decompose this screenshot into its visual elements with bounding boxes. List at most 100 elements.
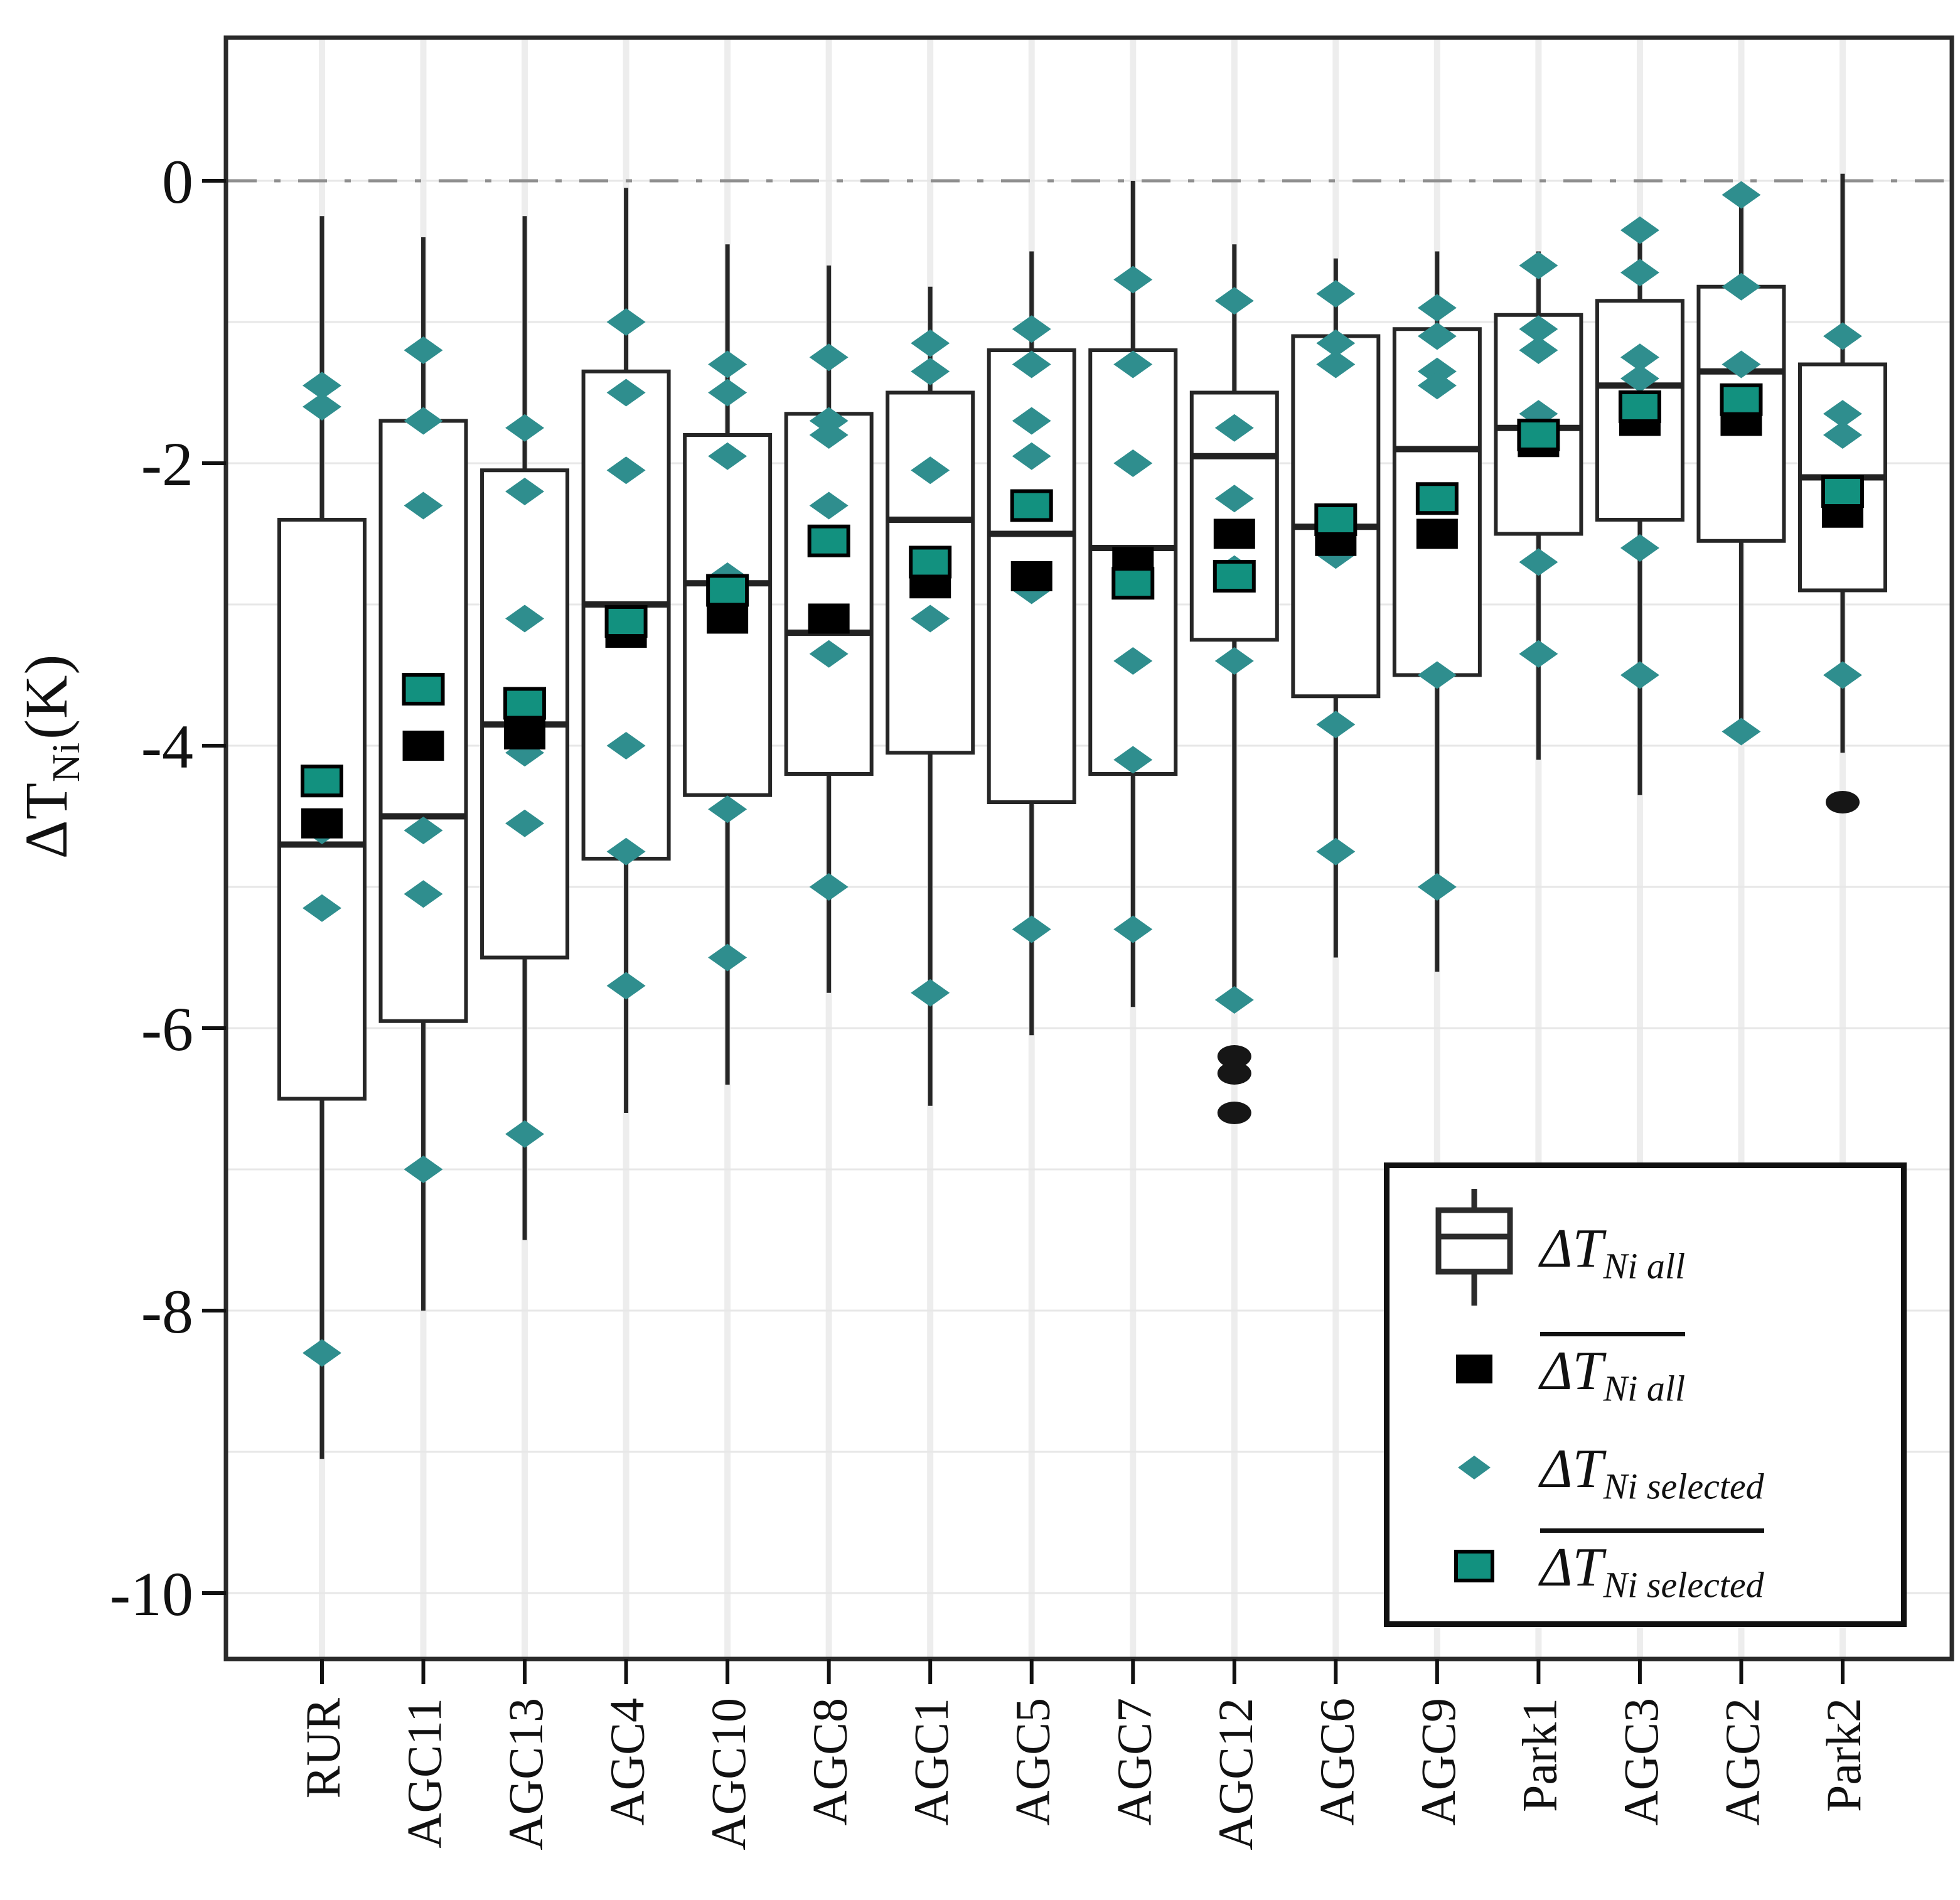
x-tick-label: AGC5 bbox=[1005, 1698, 1060, 1826]
selected-point-diamond bbox=[1113, 647, 1153, 675]
legend-item-box-all: ΔTNi all bbox=[1408, 1186, 1882, 1309]
teal-diamond-icon bbox=[1408, 1455, 1540, 1480]
boxplot-AGC3 bbox=[1595, 216, 1684, 795]
selected-point-diamond bbox=[404, 336, 443, 364]
mean-selected-square bbox=[301, 765, 343, 798]
teal-square-icon bbox=[1408, 1549, 1540, 1582]
mean-selected-square bbox=[1821, 475, 1864, 508]
selected-point-diamond bbox=[1012, 407, 1051, 435]
legend-label: ΔTNi all bbox=[1540, 1331, 1686, 1409]
selected-point-diamond bbox=[505, 478, 545, 505]
box bbox=[784, 412, 874, 776]
selected-point-diamond bbox=[1417, 322, 1457, 350]
selected-point-diamond bbox=[1113, 915, 1153, 943]
mean-selected-square bbox=[1720, 383, 1763, 416]
selected-point-diamond bbox=[1417, 372, 1457, 400]
boxplot-AGC4 bbox=[581, 188, 671, 1113]
selected-point-diamond bbox=[1722, 272, 1761, 301]
selected-point-diamond bbox=[606, 378, 646, 407]
y-axis-label-sub: Ni bbox=[45, 741, 88, 782]
selected-point-diamond bbox=[1722, 717, 1761, 746]
selected-point-diamond bbox=[1012, 442, 1051, 470]
selected-point-diamond bbox=[404, 491, 443, 520]
selected-point-diamond bbox=[1113, 350, 1153, 378]
legend-label-sub: Ni all bbox=[1603, 1368, 1686, 1409]
mean-selected-square bbox=[1618, 390, 1661, 423]
boxplot-AGC11 bbox=[378, 237, 468, 1311]
selected-point-diamond bbox=[505, 604, 545, 633]
selected-point-diamond bbox=[809, 407, 849, 435]
selected-point-diamond bbox=[1214, 647, 1254, 675]
y-tick-label: -2 bbox=[141, 429, 193, 499]
selected-point-diamond bbox=[1620, 661, 1659, 689]
selected-point-diamond bbox=[1012, 315, 1051, 343]
boxplot-glyph-icon bbox=[1408, 1186, 1540, 1309]
boxplot-AGC13 bbox=[480, 216, 570, 1240]
selected-point-diamond bbox=[505, 809, 545, 837]
boxplot-RUR bbox=[277, 216, 367, 1459]
selected-point-diamond bbox=[1316, 837, 1356, 866]
black-square-icon bbox=[1408, 1355, 1540, 1384]
selected-point-diamond bbox=[606, 732, 646, 759]
boxplot-AGC9 bbox=[1392, 251, 1482, 972]
mean-selected-square bbox=[1213, 560, 1256, 593]
selected-point-diamond bbox=[1012, 350, 1051, 378]
panel-border bbox=[223, 35, 1954, 1661]
outlier-point bbox=[1826, 791, 1860, 813]
boxplot-Park1 bbox=[1494, 251, 1583, 760]
mean-all-square bbox=[808, 603, 850, 634]
selected-point-diamond bbox=[809, 343, 849, 372]
selected-point-diamond bbox=[1316, 329, 1356, 357]
selected-point-diamond bbox=[708, 795, 747, 824]
selected-point-diamond bbox=[1823, 421, 1862, 449]
y-axis-label-base: ΔT bbox=[13, 781, 80, 859]
outlier-point bbox=[1217, 1102, 1251, 1124]
x-tick-label: AGC6 bbox=[1309, 1698, 1364, 1826]
selected-point-diamond bbox=[303, 393, 341, 421]
boxplot-AGC8 bbox=[784, 266, 874, 993]
mean-all-square bbox=[402, 731, 444, 761]
selected-point-diamond bbox=[708, 943, 747, 972]
mean-selected-square bbox=[503, 687, 547, 720]
y-tick-label: -10 bbox=[110, 1559, 193, 1629]
selected-point-diamond bbox=[809, 873, 849, 901]
x-tick-label: AGC12 bbox=[1208, 1698, 1263, 1850]
selected-point-diamond bbox=[404, 817, 443, 844]
selected-point-diamond bbox=[1417, 873, 1457, 901]
selected-point-diamond bbox=[505, 414, 545, 442]
legend-label-sub: Ni selected bbox=[1603, 1466, 1764, 1507]
mean-selected-square bbox=[1517, 419, 1560, 451]
y-tick-label: -8 bbox=[141, 1277, 193, 1346]
boxplot-Park2 bbox=[1798, 173, 1887, 813]
boxplot-AGC5 bbox=[987, 251, 1076, 1036]
selected-point-diamond bbox=[911, 357, 950, 385]
selected-point-diamond bbox=[606, 837, 646, 866]
x-tick-label: Park2 bbox=[1816, 1698, 1871, 1812]
legend-label: ΔTNi selected bbox=[1540, 1528, 1764, 1604]
legend-label: ΔTNi selected bbox=[1540, 1430, 1764, 1505]
selected-point-diamond bbox=[1113, 746, 1153, 774]
y-axis-label-unit: (K) bbox=[13, 653, 80, 739]
boxplot-AGC7 bbox=[1088, 181, 1178, 1007]
selected-point-diamond bbox=[606, 972, 646, 1000]
x-tick-label: AGC11 bbox=[397, 1698, 452, 1849]
selected-point-diamond bbox=[1214, 485, 1254, 513]
selected-point-diamond bbox=[1417, 661, 1457, 689]
boxplot-AGC10 bbox=[683, 244, 773, 1085]
legend-label-sub: Ni all bbox=[1603, 1245, 1686, 1287]
selected-point-diamond bbox=[1823, 400, 1862, 428]
legend-item-mean-all: ΔTNi all bbox=[1408, 1331, 1882, 1409]
selected-point-diamond bbox=[809, 640, 849, 668]
mean-selected-square bbox=[1111, 567, 1155, 600]
mean-selected-square bbox=[604, 605, 648, 638]
selected-point-diamond bbox=[1417, 357, 1457, 385]
y-tick-label: -6 bbox=[141, 994, 193, 1064]
legend: ΔTNi all ΔTNi all ΔTNi selected ΔTNi sel… bbox=[1384, 1162, 1907, 1627]
x-tick-label: AGC13 bbox=[498, 1698, 553, 1850]
selected-point-diamond bbox=[1519, 548, 1558, 576]
selected-point-diamond bbox=[809, 421, 849, 449]
mean-selected-square bbox=[1314, 503, 1358, 536]
selected-point-diamond bbox=[1012, 915, 1051, 943]
selected-point-diamond bbox=[1316, 350, 1356, 378]
